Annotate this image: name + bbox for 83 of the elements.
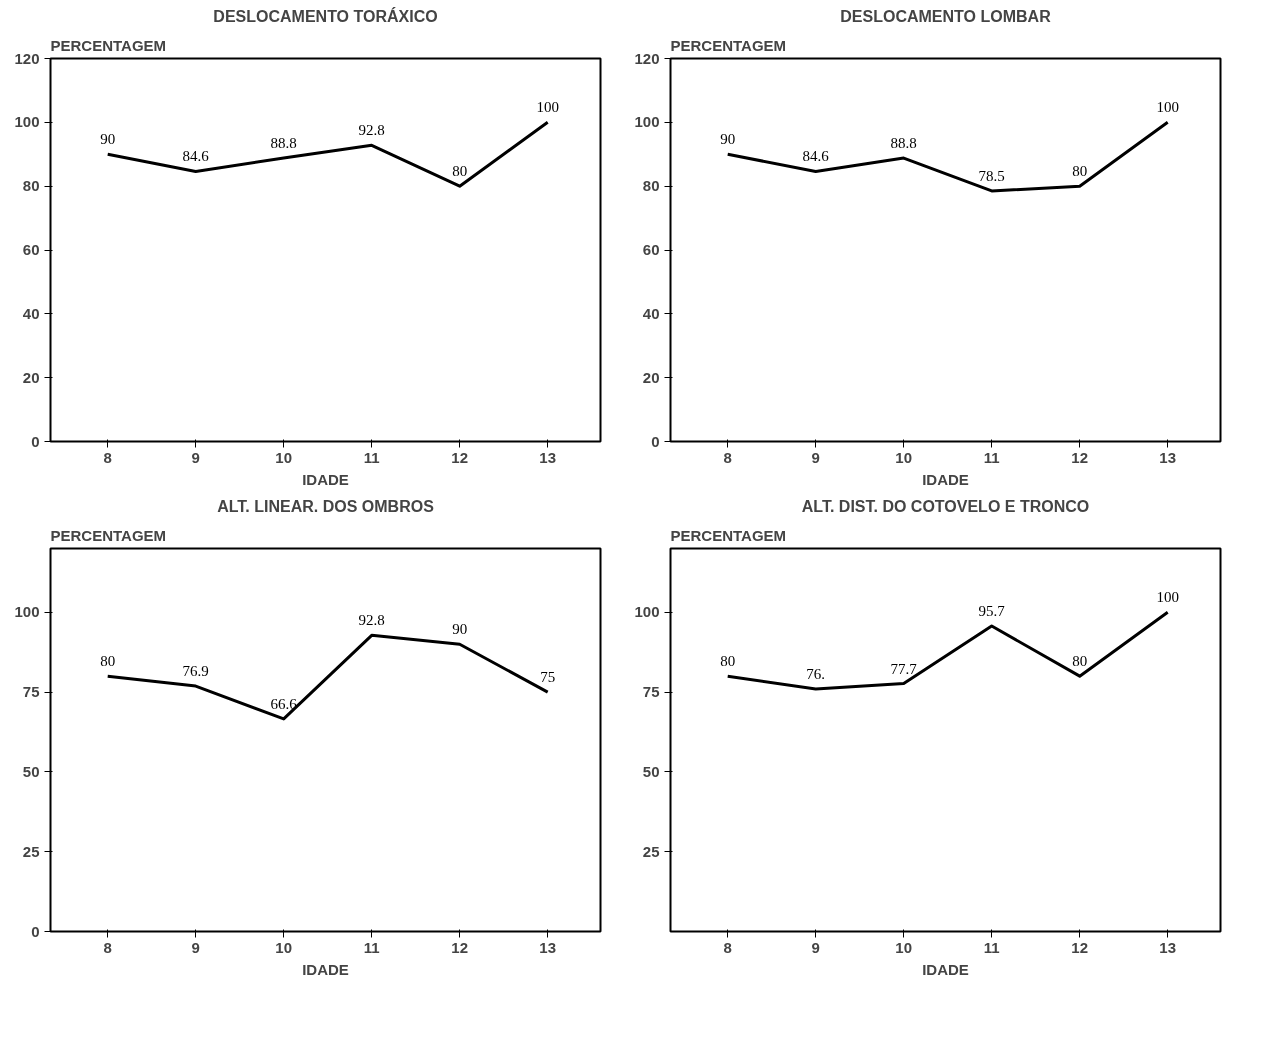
x-axis-title: IDADE xyxy=(922,960,969,978)
y-tick-label: 60 xyxy=(642,241,660,258)
y-tick-label: 20 xyxy=(642,368,660,386)
chart-title: DESLOCAMENTO LOMBAR xyxy=(840,7,1052,25)
x-tick-label: 8 xyxy=(723,448,732,466)
data-label: 88.8 xyxy=(890,135,917,152)
data-label: 80 xyxy=(1072,653,1088,670)
data-label: 100 xyxy=(1156,589,1179,606)
data-label: 90 xyxy=(100,131,116,148)
x-tick-label: 13 xyxy=(1159,938,1177,956)
y-tick-label: 100 xyxy=(14,603,40,621)
data-label: 78.5 xyxy=(978,167,1005,184)
data-label: 90 xyxy=(720,131,736,148)
y-tick-label: 75 xyxy=(642,683,660,701)
data-label: 80 xyxy=(452,163,468,180)
data-label: 84.6 xyxy=(802,148,830,165)
y-tick-label: 25 xyxy=(22,842,40,860)
data-label: 76. xyxy=(806,665,826,682)
x-tick-label: 11 xyxy=(983,938,1000,956)
x-tick-label: 11 xyxy=(363,938,380,956)
y-axis-title: PERCENTAGEM xyxy=(670,36,787,54)
data-label: 100 xyxy=(1156,99,1179,116)
y-tick-label: 0 xyxy=(31,432,40,450)
y-tick-label: 50 xyxy=(22,762,40,780)
data-label: 75 xyxy=(540,669,556,686)
y-tick-label: 100 xyxy=(634,113,660,131)
y-tick-label: 40 xyxy=(22,304,40,322)
data-label: 92.8 xyxy=(358,122,385,139)
y-tick-label: 75 xyxy=(22,683,40,701)
data-label: 88.8 xyxy=(270,135,297,152)
y-tick-label: 100 xyxy=(634,603,660,621)
y-tick-label: 120 xyxy=(14,49,40,67)
x-tick-label: 13 xyxy=(539,448,557,466)
y-tick-label: 40 xyxy=(642,304,660,322)
x-tick-label: 13 xyxy=(1159,448,1177,466)
x-tick-label: 11 xyxy=(983,448,1000,466)
y-tick-label: 0 xyxy=(31,922,40,940)
data-label: 92.8 xyxy=(358,612,385,629)
y-axis-title: PERCENTAGEM xyxy=(50,36,167,54)
y-tick-label: 0 xyxy=(651,432,660,450)
x-tick-label: 11 xyxy=(363,448,380,466)
x-tick-label: 9 xyxy=(191,448,200,466)
x-tick-label: 12 xyxy=(1071,938,1089,956)
y-tick-label: 50 xyxy=(642,762,660,780)
x-axis-title: IDADE xyxy=(302,960,349,978)
data-label: 80 xyxy=(720,653,736,670)
data-label: 95.7 xyxy=(978,603,1006,620)
y-tick-label: 25 xyxy=(642,842,660,860)
x-tick-label: 9 xyxy=(191,938,200,956)
data-label: 84.6 xyxy=(182,148,210,165)
x-tick-label: 8 xyxy=(723,938,732,956)
chart-title: ALT. LINEAR. DOS OMBROS xyxy=(217,497,435,515)
chart-title: DESLOCAMENTO TORÁXICO xyxy=(213,6,438,25)
x-tick-label: 9 xyxy=(811,938,820,956)
x-tick-label: 8 xyxy=(103,938,112,956)
y-tick-label: 80 xyxy=(642,177,660,195)
x-axis-title: IDADE xyxy=(922,470,969,488)
x-tick-label: 13 xyxy=(539,938,557,956)
data-label: 76.9 xyxy=(182,663,209,680)
x-tick-label: 9 xyxy=(811,448,820,466)
x-tick-label: 10 xyxy=(275,938,293,956)
data-label: 100 xyxy=(536,99,559,116)
y-tick-label: 80 xyxy=(22,177,40,195)
x-tick-label: 8 xyxy=(103,448,112,466)
x-tick-label: 12 xyxy=(451,938,469,956)
x-tick-label: 10 xyxy=(275,448,293,466)
x-tick-label: 12 xyxy=(1071,448,1089,466)
data-label: 80 xyxy=(1072,163,1088,180)
x-axis-title: IDADE xyxy=(302,470,349,488)
chart-title: ALT. DIST. DO COTOVELO E TRONCO xyxy=(801,497,1090,515)
y-tick-label: 20 xyxy=(22,368,40,386)
y-tick-label: 60 xyxy=(22,241,40,258)
y-axis-title: PERCENTAGEM xyxy=(50,526,167,544)
x-tick-label: 10 xyxy=(895,938,913,956)
y-tick-label: 100 xyxy=(14,113,40,131)
data-label: 80 xyxy=(100,653,116,670)
x-tick-label: 10 xyxy=(895,448,913,466)
data-label: 90 xyxy=(452,621,468,638)
x-tick-label: 12 xyxy=(451,448,469,466)
y-axis-title: PERCENTAGEM xyxy=(670,526,787,544)
data-label: 66.6 xyxy=(270,695,298,712)
data-label: 77.7 xyxy=(890,660,918,677)
y-tick-label: 120 xyxy=(634,49,660,67)
